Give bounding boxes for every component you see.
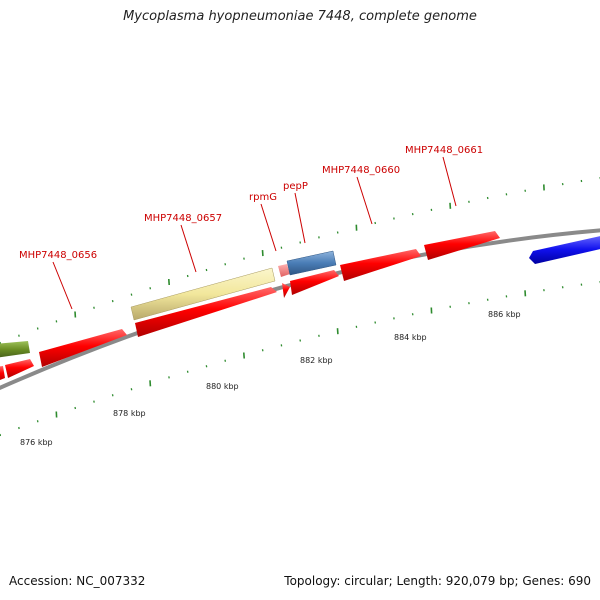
- cds-red-MHP7448_0660[interactable]: [340, 249, 421, 281]
- callout-line: [356, 176, 373, 225]
- gene-label: MHP7448_0660: [322, 165, 400, 176]
- cds-red-pepP-rev[interactable]: [290, 270, 339, 295]
- feature-track-forward: [0, 250, 337, 358]
- scale-labels: 876 kbp 878 kbp 880 kbp 882 kbp 884 kbp …: [20, 310, 521, 447]
- cds-red-MHP7448_0657-rev[interactable]: [135, 287, 277, 337]
- rna-rpmG[interactable]: [278, 264, 290, 277]
- topology-text: Topology: circular; Length: 920,079 bp; …: [284, 574, 591, 588]
- callout-line: [180, 224, 197, 273]
- scale-label: 880 kbp: [206, 382, 239, 391]
- scale-label: 884 kbp: [394, 333, 427, 342]
- cds-yellow-MHP7448_0657[interactable]: [130, 267, 276, 321]
- callout-line: [260, 203, 277, 252]
- callout-line: [52, 261, 73, 310]
- gene-label: MHP7448_0656: [19, 250, 97, 261]
- cds-red-small[interactable]: [282, 283, 290, 298]
- gene-label: MHP7448_0661: [405, 145, 483, 156]
- accession-text: Accession: NC_007332: [9, 574, 146, 588]
- gene-label: rpmG: [249, 192, 277, 203]
- scale-label: 882 kbp: [300, 356, 333, 365]
- callout-line: [294, 192, 306, 244]
- cds-red-MHP7448_0661[interactable]: [424, 231, 500, 260]
- cds-red-MHP7448_0656[interactable]: [39, 329, 127, 367]
- outer-tick-ring: [0, 177, 600, 345]
- cds-olive-feature[interactable]: [0, 341, 30, 358]
- feature-track-reverse: [0, 231, 600, 382]
- cds-steelblue-pepP[interactable]: [286, 250, 337, 276]
- cds-red-feature[interactable]: [5, 359, 34, 378]
- scale-label: 876 kbp: [20, 438, 53, 447]
- inner-tick-ring: [0, 281, 600, 437]
- callout-line: [442, 156, 457, 207]
- cds-red-feature-left[interactable]: [0, 366, 5, 382]
- page-title: Mycoplasma hyopneumoniae 7448, complete …: [123, 9, 477, 24]
- cds-blue-feature[interactable]: [529, 235, 600, 264]
- scale-label: 878 kbp: [113, 409, 146, 418]
- gene-label-callouts: MHP7448_0656 MHP7448_0657 rpmG pepP MHP7…: [19, 145, 483, 310]
- scale-label: 886 kbp: [488, 310, 521, 319]
- gene-label: pepP: [283, 181, 308, 192]
- gene-label: MHP7448_0657: [144, 213, 222, 224]
